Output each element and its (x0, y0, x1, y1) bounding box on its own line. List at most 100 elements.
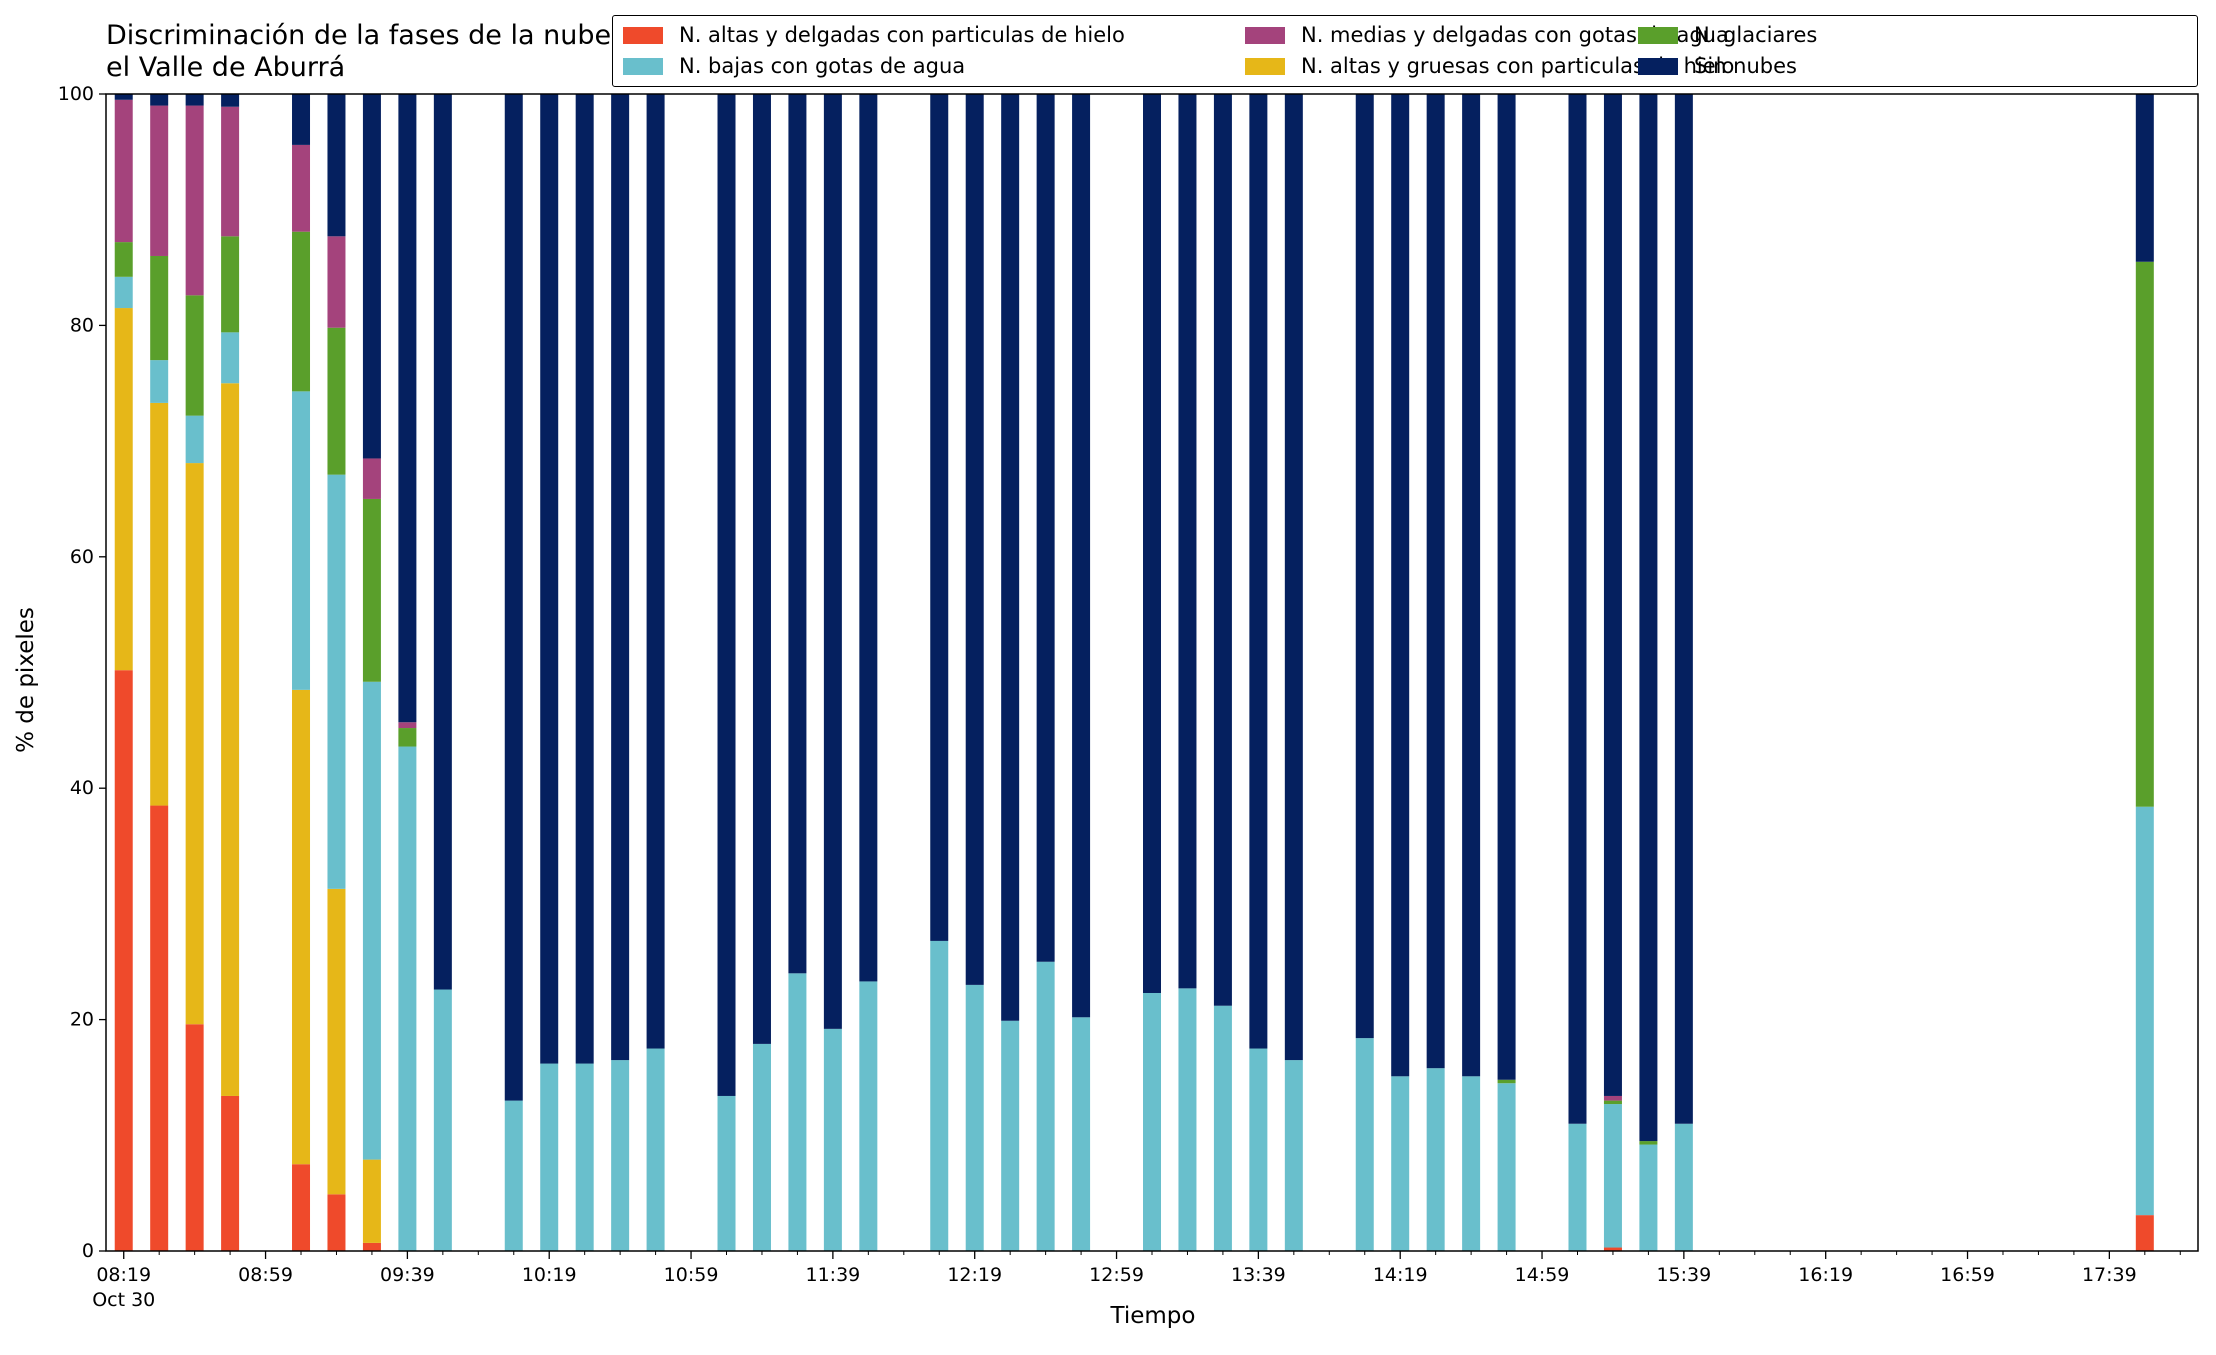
bar-segment (1462, 1076, 1481, 1251)
x-tick-label: Oct 30 (92, 1289, 155, 1311)
bar-segment (150, 805, 169, 1251)
legend-item: N. bajas con gotas de agua (623, 51, 965, 81)
bar-segment (185, 1024, 204, 1251)
bar-segment (930, 94, 949, 941)
bars (114, 94, 2154, 1251)
bar-segment (575, 1063, 594, 1251)
bar-segment (114, 99, 133, 243)
bar-segment (1284, 94, 1303, 1061)
legend-label: N. bajas con gotas de agua (679, 54, 966, 78)
bar-segment (540, 94, 559, 1064)
bar-segment (292, 94, 311, 145)
x-tick-label: 14:59 (1515, 1264, 1570, 1286)
bar-segment (1639, 1144, 1658, 1251)
bar-segment (114, 670, 133, 1251)
x-tick-label: 10:19 (522, 1264, 577, 1286)
bar-segment (1001, 94, 1020, 1021)
bar-segment (965, 94, 984, 985)
bar-segment (1674, 94, 1693, 1124)
bar-segment (185, 94, 204, 106)
bar-segment (292, 391, 311, 690)
bar-segment (221, 106, 240, 237)
bar-segment (292, 1164, 311, 1251)
bar-segment (1568, 1123, 1587, 1251)
x-tick-label: 17:39 (2082, 1264, 2137, 1286)
bar-segment (114, 94, 133, 100)
bar-segment (752, 1043, 771, 1251)
bar-segment (575, 94, 594, 1064)
legend-swatch (1638, 26, 1678, 44)
bar-segment (362, 458, 381, 499)
bar-segment (1603, 1104, 1622, 1248)
x-tick-label: 12:59 (1089, 1264, 1144, 1286)
legend-item: N. glaciares (1638, 20, 1817, 50)
bar-segment (1674, 1123, 1693, 1251)
x-tick-label: 16:19 (1798, 1264, 1853, 1286)
bar-segment (327, 94, 346, 237)
x-axis-label: Tiempo (1110, 1303, 1196, 1329)
x-tick-label: 15:39 (1656, 1264, 1711, 1286)
bar-segment (327, 888, 346, 1195)
bar-segment (327, 236, 346, 328)
bar-segment (752, 94, 771, 1044)
bar-segment (1497, 1079, 1516, 1084)
y-tick-label: 60 (70, 546, 94, 568)
bar-segment (823, 94, 842, 1029)
bar-segment (362, 681, 381, 1160)
bar-segment (717, 94, 736, 1096)
bar-segment (1497, 1083, 1516, 1251)
chart-title: Discriminación de la fases de la nube en… (106, 20, 654, 83)
legend-swatch (623, 57, 663, 75)
bar-segment (292, 144, 311, 232)
bar-segment (1036, 94, 1055, 962)
bar-segment (150, 105, 169, 256)
bar-segment (1462, 94, 1481, 1077)
bar-segment (1568, 94, 1587, 1124)
x-tick-label: 16:59 (1940, 1264, 1995, 1286)
bar-segment (327, 327, 346, 475)
bar-segment (1001, 1020, 1020, 1251)
bar-segment (114, 308, 133, 671)
bar-segment (327, 474, 346, 889)
x-tick-label: 14:19 (1373, 1264, 1428, 1286)
bar-segment (646, 1048, 665, 1251)
bar-segment (2135, 261, 2154, 807)
y-tick-label: 80 (70, 314, 94, 336)
bar-segment (788, 973, 807, 1251)
y-tick-label: 40 (70, 777, 94, 799)
y-tick-label: 20 (70, 1009, 94, 1031)
bar-segment (185, 415, 204, 464)
bar-segment (646, 94, 665, 1049)
bar-segment (717, 1095, 736, 1251)
bar-segment (2135, 806, 2154, 1216)
bar-segment (859, 94, 878, 982)
bar-segment (185, 463, 204, 1025)
bar-segment (150, 402, 169, 806)
bar-segment (1249, 94, 1268, 1049)
bar-segment (504, 1100, 523, 1251)
bar-segment (859, 981, 878, 1251)
legend-label: N. altas y delgadas con particulas de hi… (679, 23, 1125, 47)
bar-segment (150, 94, 169, 106)
bar-segment (1639, 1141, 1658, 1145)
x-tick-label: 10:59 (664, 1264, 719, 1286)
bar-segment (1143, 992, 1161, 1251)
bar-segment (1178, 94, 1197, 989)
x-tick-label: 12:19 (947, 1264, 1002, 1286)
bar-segment (398, 746, 417, 1251)
legend: N. altas y delgadas con particulas de hi… (612, 15, 2198, 87)
bar-segment (611, 1060, 630, 1251)
y-tick-label: 100 (58, 83, 94, 105)
bar-segment (1426, 1068, 1445, 1251)
x-tick-label: 09:39 (380, 1264, 435, 1286)
bar-segment (611, 94, 630, 1061)
bar-segment (540, 1063, 559, 1251)
bar-segment (1603, 1247, 1622, 1251)
bar-segment (788, 94, 807, 974)
bar-segment (1497, 94, 1516, 1080)
bar-segment (185, 295, 204, 416)
bar-segment (2135, 1215, 2154, 1251)
bar-segment (1072, 1017, 1091, 1251)
bar-segment (221, 236, 240, 333)
bar-segment (150, 360, 169, 403)
